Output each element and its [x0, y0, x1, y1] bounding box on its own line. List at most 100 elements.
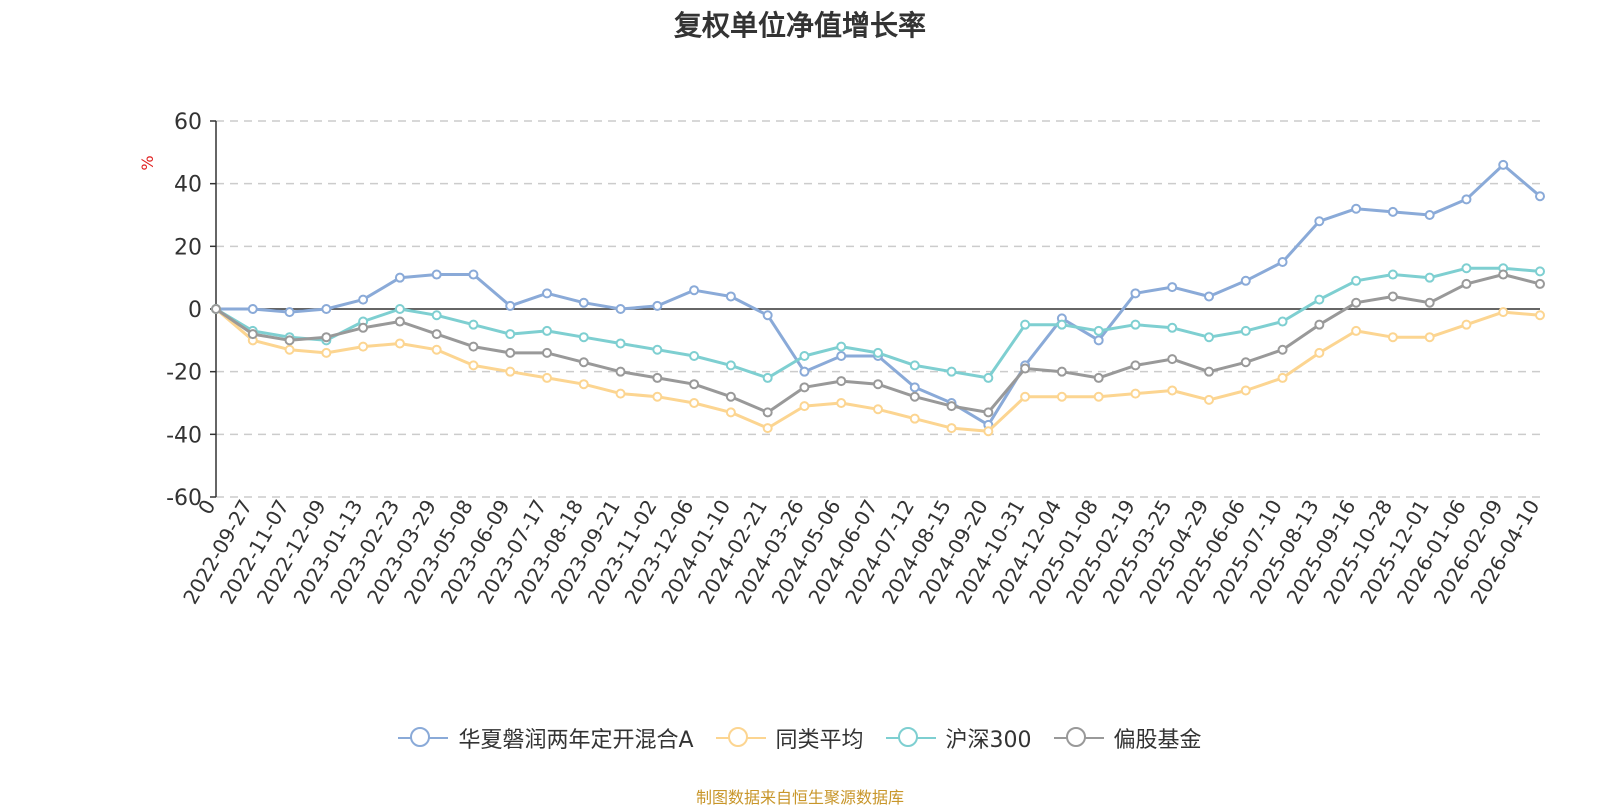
data-point — [725, 391, 736, 402]
series-1 — [211, 304, 1545, 437]
data-point — [542, 288, 552, 299]
data-point — [468, 269, 479, 280]
data-point — [1240, 275, 1251, 286]
data-point — [1167, 354, 1178, 365]
data-point — [1204, 366, 1214, 377]
data-point — [836, 341, 847, 352]
data-point — [983, 372, 994, 383]
data-point — [1130, 319, 1141, 330]
data-point — [1130, 388, 1141, 399]
data-point — [247, 304, 258, 314]
data-point — [431, 329, 442, 340]
data-point — [1461, 319, 1472, 330]
data-point — [1204, 291, 1214, 302]
data-point — [946, 401, 957, 412]
data-point — [1020, 391, 1031, 402]
data-point — [1351, 325, 1362, 336]
data-point — [542, 372, 552, 383]
data-point — [321, 347, 332, 358]
legend-item[interactable]: 华夏磐润两年定开混合A — [398, 722, 694, 754]
data-source-note: 制图数据来自恒生聚源数据库 — [695, 788, 904, 807]
data-point — [321, 304, 332, 314]
data-point — [1314, 294, 1325, 305]
x-axis-ticks: 02022-09-272022-11-072022-12-092023-01-1… — [178, 495, 1544, 608]
data-point — [431, 310, 442, 321]
data-point — [394, 272, 405, 283]
data-point — [1167, 282, 1178, 293]
data-point — [799, 401, 810, 412]
data-point — [762, 372, 773, 383]
data-point — [1056, 391, 1067, 402]
data-point — [1093, 372, 1104, 383]
data-point — [284, 307, 295, 318]
series-lines — [211, 159, 1545, 437]
data-point — [836, 351, 847, 361]
data-point — [1130, 360, 1141, 371]
y-tick-label: -40 — [166, 423, 202, 448]
y-axis-label: % — [138, 155, 157, 170]
data-point — [284, 335, 295, 346]
axes — [215, 121, 1540, 497]
data-point — [946, 423, 957, 434]
data-point — [615, 304, 626, 314]
data-point — [542, 347, 552, 358]
data-point — [1461, 194, 1472, 205]
data-point — [873, 347, 883, 358]
legend-item[interactable]: 偏股基金 — [1053, 722, 1202, 754]
data-point — [1387, 206, 1398, 217]
data-point — [1240, 357, 1251, 368]
data-point — [505, 347, 516, 358]
data-point — [873, 404, 883, 415]
y-tick-label: -60 — [166, 486, 202, 511]
data-point — [1498, 159, 1509, 170]
data-point — [321, 332, 332, 343]
data-point — [836, 398, 847, 408]
data-point — [505, 300, 516, 311]
data-point — [1314, 319, 1325, 330]
data-point — [689, 379, 700, 390]
legend-label: 沪深300 — [945, 728, 1032, 753]
data-point — [725, 407, 736, 418]
legend-marker-icon — [398, 726, 449, 750]
data-point — [1314, 347, 1325, 358]
data-point — [1240, 325, 1251, 336]
data-point — [358, 294, 369, 305]
data-point — [1020, 363, 1031, 374]
legend-marker-icon — [715, 726, 766, 750]
data-point — [1167, 322, 1178, 333]
data-point — [1387, 269, 1398, 280]
data-point — [799, 366, 810, 377]
data-point — [1424, 297, 1435, 308]
data-point — [652, 344, 663, 355]
data-point — [725, 291, 736, 302]
data-point — [909, 382, 920, 393]
legend-item[interactable]: 同类平均 — [715, 722, 864, 754]
data-point — [983, 407, 994, 418]
data-point — [1240, 385, 1251, 396]
data-point — [1351, 275, 1362, 286]
data-point — [431, 344, 442, 355]
data-point — [909, 360, 920, 371]
data-point — [1277, 257, 1288, 267]
data-point — [1387, 332, 1398, 343]
data-point — [762, 310, 773, 321]
legend-item[interactable]: 沪深300 — [885, 722, 1032, 754]
data-point — [1498, 269, 1509, 280]
data-point — [1093, 325, 1104, 336]
data-point — [1020, 319, 1031, 330]
data-point — [578, 297, 589, 308]
legend-marker-icon — [885, 726, 936, 750]
data-point — [1277, 344, 1288, 355]
data-point — [1167, 385, 1178, 396]
y-tick-label: 0 — [188, 298, 202, 323]
data-point — [284, 344, 295, 355]
data-point — [689, 398, 700, 408]
y-tick-label: -20 — [166, 361, 202, 386]
data-point — [505, 329, 516, 340]
legend-label: 华夏磐润两年定开混合A — [458, 728, 694, 753]
data-point — [983, 426, 994, 437]
data-point — [762, 407, 773, 418]
data-point — [1461, 263, 1472, 274]
data-point — [615, 388, 626, 399]
